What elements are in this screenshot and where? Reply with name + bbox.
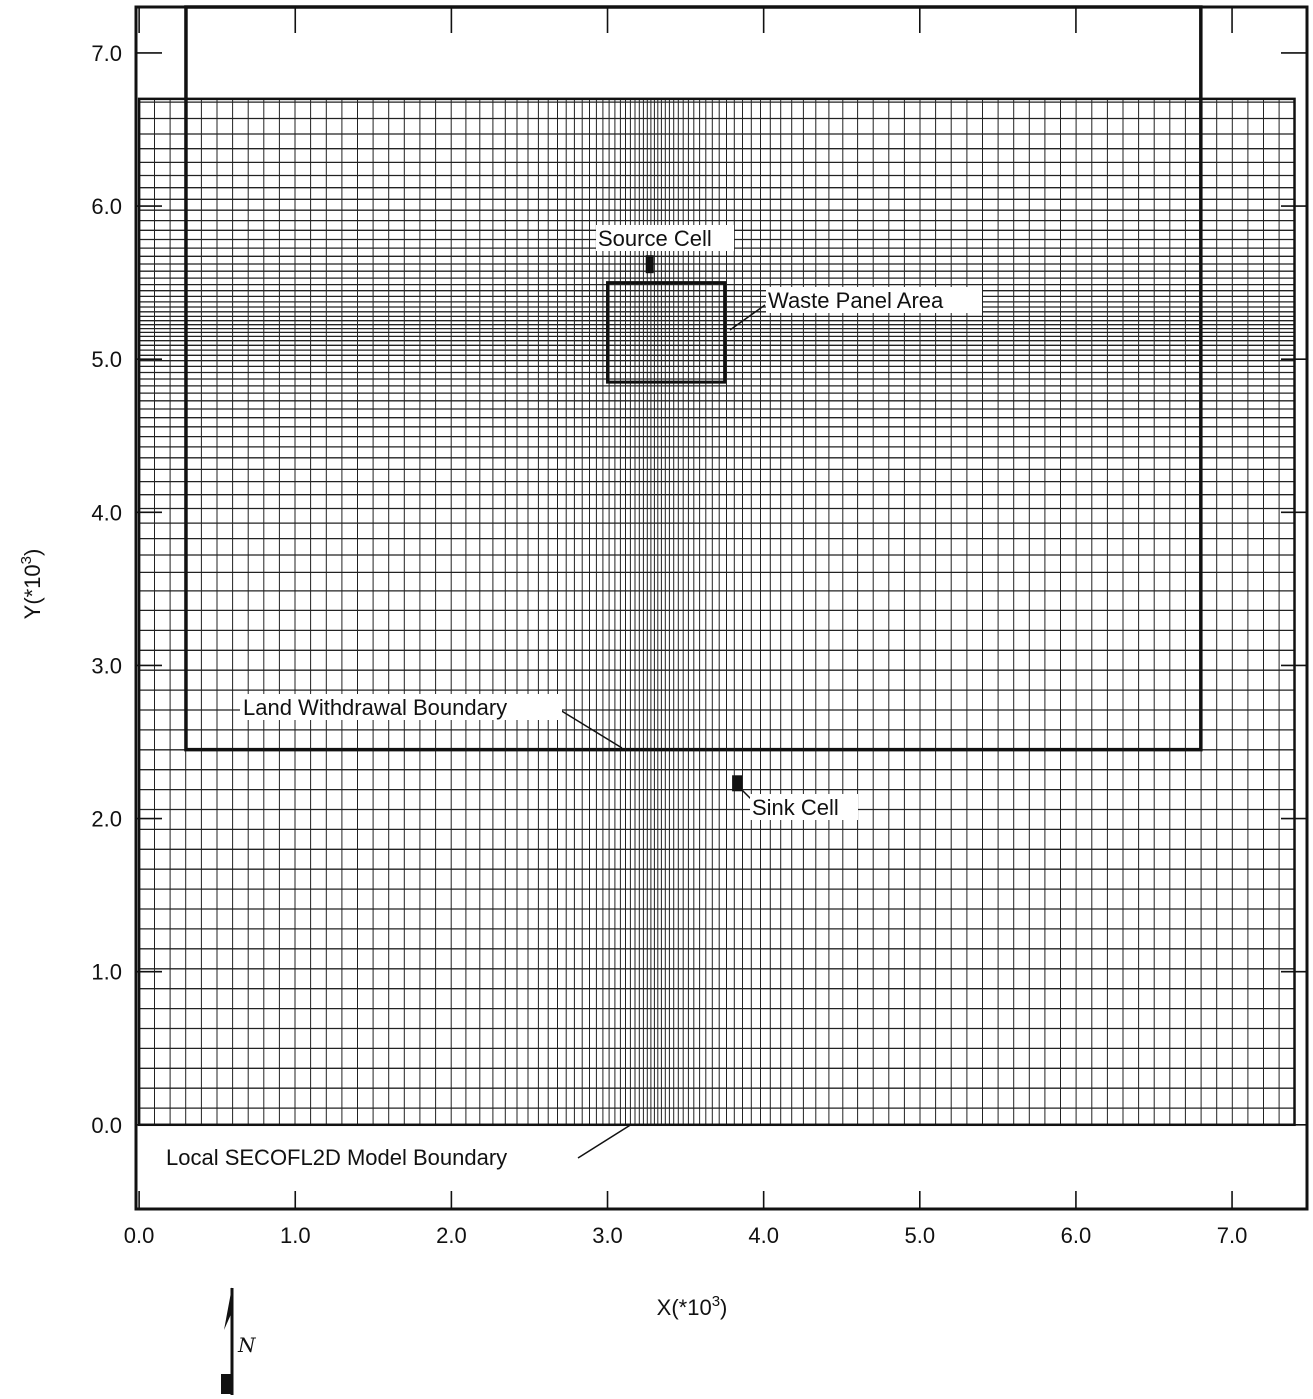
y-tick-label: 5.0 [91,347,122,372]
model-boundary-label: Local SECOFL2D Model Boundary [166,1145,507,1170]
source-cell-marker [645,255,654,274]
waste-panel-label-bg [766,287,982,313]
source-cell-label: Source Cell [598,226,712,251]
y-tick-label: 2.0 [91,807,122,832]
sink-cell-label: Sink Cell [752,795,839,820]
y-axis-title: Y(*103) [18,549,45,620]
y-tick-label: 7.0 [91,41,122,66]
x-tick-label: 4.0 [748,1223,779,1248]
model-boundary [137,97,1296,1127]
x-tick-label: 1.0 [280,1223,311,1248]
finite-difference-grid [137,97,1296,1127]
x-tick-label: 6.0 [1061,1223,1092,1248]
x-tick-label: 2.0 [436,1223,467,1248]
y-tick-label: 6.0 [91,194,122,219]
y-tick-label: 4.0 [91,500,122,525]
plot-border [134,5,1309,1211]
y-tick-label: 1.0 [91,960,122,985]
y-tick-label: 0.0 [91,1113,122,1138]
x-tick-label: 3.0 [592,1223,623,1248]
land-withdrawal-boundary-label: Land Withdrawal Boundary [243,695,507,720]
waste-panel-area-label: Waste Panel Area [768,288,944,313]
x-tick-label: 0.0 [124,1223,155,1248]
north-arrow: N [221,1287,257,1395]
land-withdrawal-leader [559,709,623,749]
model-boundary-leader [577,1123,633,1159]
waste-panel-area-outline [606,281,727,384]
waste-panel-leader [729,304,766,331]
sink-cell-label-bg [750,794,858,820]
north-arrow-base [221,1374,233,1394]
land-withdrawal-label-bg [240,694,562,720]
north-label: N [237,1333,257,1357]
plot-frame [134,5,1309,1211]
axis-ticks [136,7,1307,1209]
y-tick-labels: 0.0 1.0 2.0 3.0 4.0 5.0 6.0 7.0 [91,41,122,1138]
x-tick-labels: 0.0 1.0 2.0 3.0 4.0 5.0 6.0 7.0 [124,1223,1248,1248]
north-arrow-icon [224,1287,232,1330]
x-tick-label: 7.0 [1217,1223,1248,1248]
source-cell-label-bg [596,225,734,251]
y-tick-label: 3.0 [91,653,122,678]
x-tick-label: 5.0 [905,1223,936,1248]
sink-cell-marker [732,775,743,792]
x-axis-title: X(*103) [657,1293,728,1320]
